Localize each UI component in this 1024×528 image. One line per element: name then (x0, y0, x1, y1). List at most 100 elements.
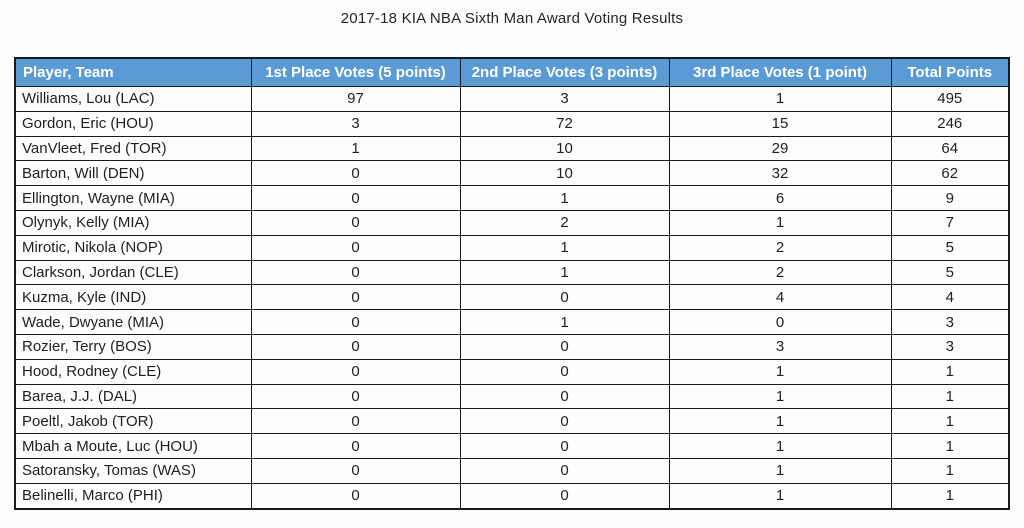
table-row: Olynyk, Kelly (MIA) 0 2 1 7 (14, 209, 1010, 236)
total-points-cell: 1 (890, 433, 1010, 459)
player-cell: Ellington, Wayne (MIA) (14, 185, 252, 211)
first-place-votes-cell: 97 (250, 86, 461, 112)
table-row: Williams, Lou (LAC) 97 3 1 495 (14, 86, 1010, 112)
third-place-votes-cell: 3 (668, 333, 892, 360)
total-points-cell: 62 (890, 160, 1010, 187)
second-place-votes-cell: 0 (459, 333, 670, 360)
third-place-votes-cell: 32 (668, 160, 892, 187)
table-header-row: Player, Team 1st Place Votes (5 points) 2n… (14, 57, 1010, 87)
total-points-cell: 1 (890, 408, 1010, 435)
player-cell: Williams, Lou (LAC) (14, 86, 252, 112)
table-row: Belinelli, Marco (PHI) 0 0 1 1 (14, 482, 1010, 510)
second-place-votes-cell: 2 (459, 209, 670, 236)
total-points-cell: 1 (890, 383, 1010, 410)
total-points-cell: 495 (890, 86, 1010, 112)
total-points-cell: 7 (890, 209, 1010, 236)
first-place-votes-cell: 0 (250, 433, 461, 459)
third-place-votes-cell: 29 (668, 135, 892, 162)
table-row: Mbah a Moute, Luc (HOU) 0 0 1 1 (14, 433, 1010, 459)
second-place-votes-cell: 0 (459, 433, 670, 459)
table-row: Kuzma, Kyle (IND) 0 0 4 4 (14, 284, 1010, 311)
column-header-third-place-votes: 3rd Place Votes (1 point) (668, 57, 892, 87)
first-place-votes-cell: 3 (250, 110, 461, 137)
third-place-votes-cell: 1 (668, 408, 892, 435)
second-place-votes-cell: 3 (459, 86, 670, 112)
page-title: 2017-18 KIA NBA Sixth Man Award Voting R… (340, 10, 684, 27)
first-place-votes-cell: 0 (250, 160, 461, 187)
second-place-votes-cell: 1 (459, 185, 670, 211)
third-place-votes-cell: 2 (668, 234, 892, 261)
third-place-votes-cell: 1 (668, 209, 892, 236)
player-cell: Gordon, Eric (HOU) (14, 110, 252, 137)
first-place-votes-cell: 0 (250, 408, 461, 435)
first-place-votes-cell: 0 (250, 383, 461, 410)
third-place-votes-cell: 2 (668, 259, 892, 286)
second-place-votes-cell: 0 (459, 358, 670, 385)
voting-results-table: Player, Team 1st Place Votes (5 points) 2n… (14, 57, 1010, 510)
first-place-votes-cell: 0 (250, 259, 461, 286)
total-points-cell: 1 (890, 482, 1010, 510)
player-cell: Poeltl, Jakob (TOR) (14, 408, 252, 435)
second-place-votes-cell: 0 (459, 482, 670, 510)
total-points-cell: 1 (890, 358, 1010, 385)
table-row: Barea, J.J. (DAL) 0 0 1 1 (14, 383, 1010, 410)
second-place-votes-cell: 1 (459, 309, 670, 335)
player-cell: Barton, Will (DEN) (14, 160, 252, 187)
player-cell: Barea, J.J. (DAL) (14, 383, 252, 410)
third-place-votes-cell: 4 (668, 284, 892, 311)
total-points-cell: 5 (890, 234, 1010, 261)
total-points-cell: 3 (890, 333, 1010, 360)
third-place-votes-cell: 1 (668, 383, 892, 410)
total-points-cell: 1 (890, 457, 1010, 484)
table-row: Rozier, Terry (BOS) 0 0 3 3 (14, 333, 1010, 360)
table-row: Wade, Dwyane (MIA) 0 1 0 3 (14, 309, 1010, 335)
table-row: Satoransky, Tomas (WAS) 0 0 1 1 (14, 457, 1010, 484)
table-row: Clarkson, Jordan (CLE) 0 1 2 5 (14, 259, 1010, 286)
second-place-votes-cell: 72 (459, 110, 670, 137)
column-header-total-points: Total Points (890, 57, 1010, 87)
first-place-votes-cell: 0 (250, 209, 461, 236)
third-place-votes-cell: 6 (668, 185, 892, 211)
third-place-votes-cell: 1 (668, 358, 892, 385)
total-points-cell: 246 (890, 110, 1010, 137)
column-header-first-place-votes: 1st Place Votes (5 points) (250, 57, 461, 87)
player-cell: Rozier, Terry (BOS) (14, 333, 252, 360)
total-points-cell: 3 (890, 309, 1010, 335)
total-points-cell: 9 (890, 185, 1010, 211)
table-row: Ellington, Wayne (MIA) 0 1 6 9 (14, 185, 1010, 211)
player-cell: Olynyk, Kelly (MIA) (14, 209, 252, 236)
second-place-votes-cell: 0 (459, 284, 670, 311)
total-points-cell: 4 (890, 284, 1010, 311)
player-cell: VanVleet, Fred (TOR) (14, 135, 252, 162)
first-place-votes-cell: 0 (250, 457, 461, 484)
second-place-votes-cell: 10 (459, 135, 670, 162)
player-cell: Satoransky, Tomas (WAS) (14, 457, 252, 484)
second-place-votes-cell: 10 (459, 160, 670, 187)
player-cell: Kuzma, Kyle (IND) (14, 284, 252, 311)
total-points-cell: 5 (890, 259, 1010, 286)
table-row: Hood, Rodney (CLE) 0 0 1 1 (14, 358, 1010, 385)
player-cell: Clarkson, Jordan (CLE) (14, 259, 252, 286)
first-place-votes-cell: 0 (250, 333, 461, 360)
third-place-votes-cell: 1 (668, 482, 892, 510)
column-header-player-team: Player, Team (14, 57, 252, 87)
first-place-votes-cell: 0 (250, 482, 461, 510)
player-cell: Mirotic, Nikola (NOP) (14, 234, 252, 261)
third-place-votes-cell: 15 (668, 110, 892, 137)
second-place-votes-cell: 1 (459, 234, 670, 261)
table-row: Barton, Will (DEN) 0 10 32 62 (14, 160, 1010, 187)
second-place-votes-cell: 0 (459, 383, 670, 410)
second-place-votes-cell: 0 (459, 408, 670, 435)
total-points-cell: 64 (890, 135, 1010, 162)
first-place-votes-cell: 0 (250, 309, 461, 335)
column-header-second-place-votes: 2nd Place Votes (3 points) (459, 57, 670, 87)
table-row: VanVleet, Fred (TOR) 1 10 29 64 (14, 135, 1010, 162)
first-place-votes-cell: 1 (250, 135, 461, 162)
table-row: Poeltl, Jakob (TOR) 0 0 1 1 (14, 408, 1010, 435)
player-cell: Hood, Rodney (CLE) (14, 358, 252, 385)
second-place-votes-cell: 0 (459, 457, 670, 484)
third-place-votes-cell: 1 (668, 457, 892, 484)
third-place-votes-cell: 1 (668, 433, 892, 459)
player-cell: Wade, Dwyane (MIA) (14, 309, 252, 335)
third-place-votes-cell: 1 (668, 86, 892, 112)
